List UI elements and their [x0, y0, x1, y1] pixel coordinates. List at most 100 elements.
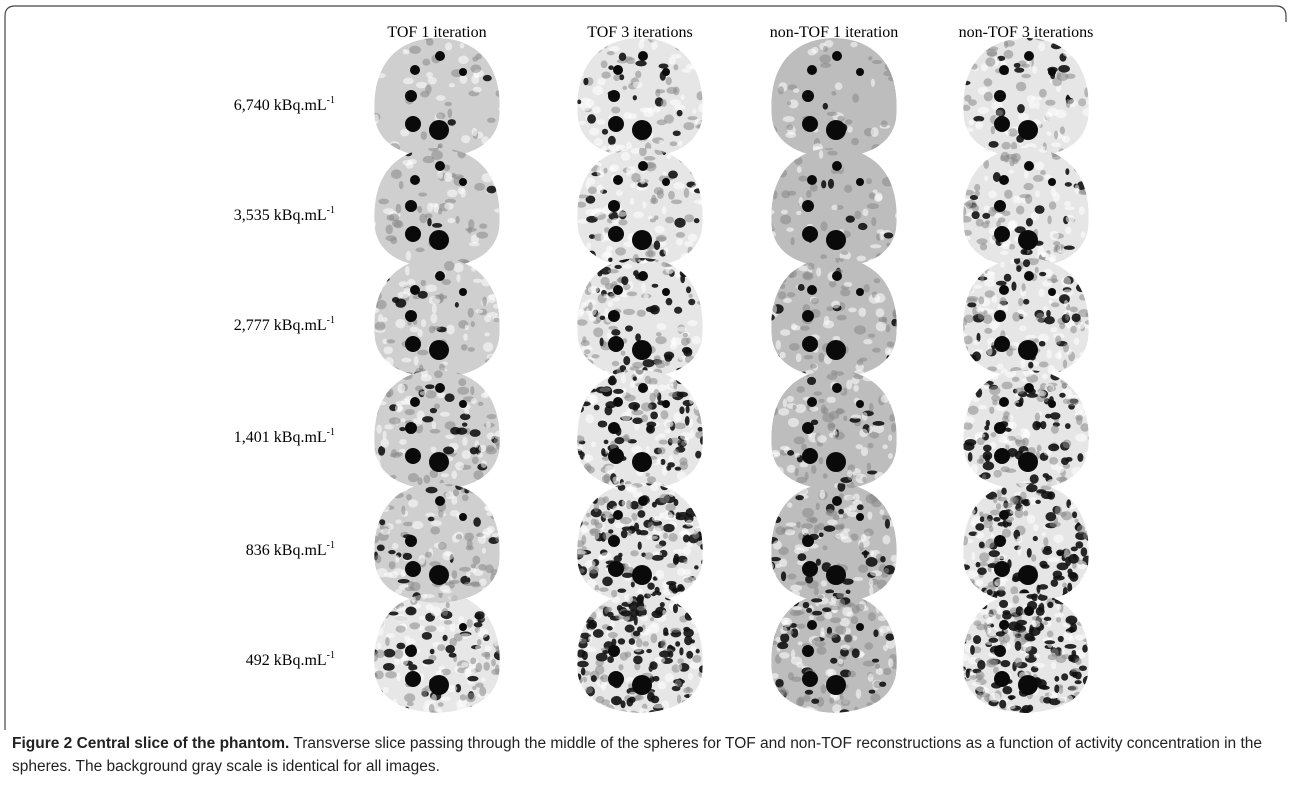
- speckle: [436, 112, 445, 119]
- speckle: [976, 375, 983, 383]
- speckle: [960, 489, 968, 494]
- speckle: [856, 604, 865, 611]
- speckle: [972, 682, 981, 686]
- speckle: [1081, 42, 1086, 47]
- speckle: [481, 393, 490, 399]
- speckle: [415, 386, 423, 392]
- speckle: [611, 107, 620, 114]
- speckle: [496, 474, 500, 479]
- speckle: [383, 663, 395, 671]
- speckle: [1084, 472, 1095, 480]
- sphere: [459, 178, 467, 186]
- speckle: [772, 259, 780, 269]
- speckle: [421, 280, 426, 286]
- speckle: [476, 533, 483, 537]
- speckle: [964, 95, 971, 102]
- speckle: [840, 288, 850, 296]
- speckle: [599, 387, 610, 392]
- speckle: [1001, 244, 1010, 249]
- speckle: [885, 478, 894, 484]
- speckle: [859, 542, 864, 551]
- speckle: [382, 47, 387, 56]
- speckle: [574, 613, 584, 622]
- speckle: [473, 87, 482, 93]
- speckle: [445, 393, 455, 402]
- speckle: [376, 642, 381, 649]
- speckle: [374, 597, 379, 606]
- speckle: [1004, 50, 1014, 59]
- speckle: [811, 598, 822, 602]
- speckle: [979, 552, 989, 562]
- sphere: [632, 452, 652, 472]
- speckle: [613, 75, 620, 82]
- sphere: [405, 310, 417, 322]
- speckle: [375, 401, 386, 405]
- speckle: [958, 40, 966, 50]
- speckle: [1027, 393, 1038, 398]
- speckle: [1021, 499, 1028, 504]
- sphere: [662, 68, 670, 76]
- speckle: [984, 78, 993, 86]
- speckle: [392, 492, 404, 498]
- speckle: [621, 276, 628, 285]
- speckle: [1039, 341, 1046, 347]
- speckle: [874, 472, 884, 481]
- speckle: [656, 235, 667, 241]
- speckle: [686, 520, 693, 527]
- speckle: [393, 377, 400, 381]
- speckle: [617, 588, 626, 592]
- speckle: [957, 600, 969, 606]
- sphere: [405, 200, 417, 212]
- speckle: [626, 594, 633, 604]
- speckle: [987, 346, 993, 355]
- speckle: [768, 491, 779, 499]
- speckle: [701, 576, 709, 585]
- speckle: [1042, 532, 1046, 536]
- speckle: [891, 179, 897, 186]
- speckle: [1008, 414, 1013, 420]
- speckle: [838, 659, 843, 665]
- speckle: [422, 632, 432, 640]
- speckle: [795, 495, 804, 500]
- speckle: [867, 258, 878, 268]
- speckle: [694, 199, 705, 204]
- speckle: [637, 626, 643, 632]
- speckle: [1077, 525, 1085, 534]
- speckle: [826, 510, 837, 516]
- speckle: [1023, 183, 1033, 190]
- speckle: [388, 571, 398, 578]
- speckle: [1077, 453, 1083, 462]
- speckle: [410, 327, 419, 333]
- speckle: [452, 470, 457, 479]
- speckle: [959, 323, 965, 333]
- speckle: [652, 459, 662, 465]
- speckle: [1073, 604, 1081, 613]
- speckle: [699, 491, 708, 496]
- speckle: [1081, 476, 1091, 485]
- speckle: [683, 595, 689, 604]
- speckle: [647, 692, 655, 701]
- speckle: [661, 99, 667, 107]
- speckle: [395, 555, 399, 563]
- speckle: [987, 366, 997, 371]
- speckle: [471, 488, 482, 493]
- speckle: [489, 484, 494, 492]
- speckle: [464, 668, 476, 674]
- speckle: [655, 226, 665, 234]
- sphere: [826, 120, 846, 140]
- speckle: [997, 303, 1002, 311]
- sphere: [994, 226, 1010, 242]
- speckle: [432, 304, 437, 314]
- speckle: [970, 47, 978, 54]
- speckle: [468, 308, 474, 318]
- speckle: [479, 445, 487, 452]
- speckle: [808, 709, 819, 716]
- speckle: [571, 619, 583, 624]
- speckle: [781, 571, 786, 581]
- speckle: [1016, 206, 1024, 215]
- speckle: [1068, 685, 1078, 690]
- speckle: [764, 124, 774, 128]
- speckle: [594, 47, 601, 53]
- speckle: [650, 617, 654, 621]
- speckle: [620, 365, 626, 371]
